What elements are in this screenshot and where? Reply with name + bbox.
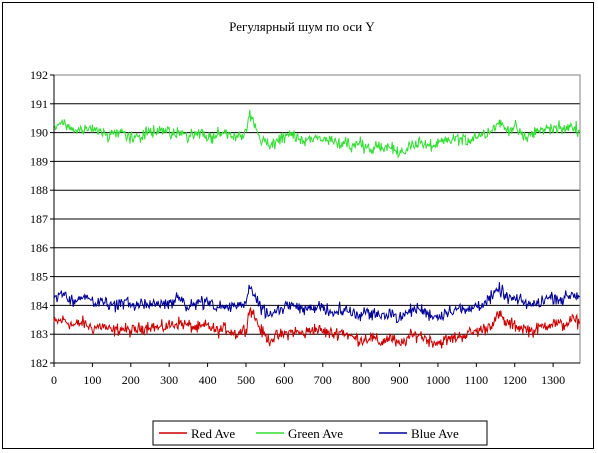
- series-layer: [53, 109, 581, 349]
- y-tick-label: 189: [30, 154, 48, 168]
- x-tick-label: 400: [199, 373, 217, 387]
- chart-title: Регулярный шум по оси Y: [229, 19, 375, 34]
- x-tick-label: 1300: [541, 373, 565, 387]
- y-tick-label: 190: [30, 126, 48, 140]
- y-tick-label: 187: [30, 212, 48, 226]
- x-tick-label: 900: [391, 373, 409, 387]
- x-tick-label: 0: [51, 373, 57, 387]
- x-tick-label: 100: [83, 373, 101, 387]
- y-tick-label: 185: [30, 270, 48, 284]
- legend-label: Red Ave: [191, 426, 235, 441]
- x-tick-label: 1200: [503, 373, 527, 387]
- series-line-blue-ave: [53, 282, 581, 324]
- y-tick-label: 183: [30, 327, 48, 341]
- chart-frame: Регулярный шум по оси Y 182 183 184 185 186 1…: [2, 2, 594, 449]
- series-line-green-ave: [53, 109, 581, 159]
- gridlines: [54, 74, 580, 364]
- x-axis: 0 100 200 300 400 500 600 700 800 900 1000 1100 1200…: [51, 362, 580, 387]
- y-tick-label: 188: [30, 183, 48, 197]
- x-tick-label: 800: [352, 373, 370, 387]
- y-tick-label: 184: [30, 298, 48, 312]
- y-axis: 182 183 184 185 186 187 188 189 190 191 192: [30, 68, 55, 370]
- series-line-red-ave: [53, 307, 581, 349]
- x-tick-label: 200: [122, 373, 140, 387]
- line-chart: Регулярный шум по оси Y 1821831841851861…: [30, 19, 581, 446]
- x-tick-label: 500: [237, 373, 255, 387]
- x-tick-label: 1000: [426, 373, 450, 387]
- y-tick-label: 186: [30, 241, 48, 255]
- y-tick-label: 182: [30, 356, 48, 370]
- y-tick-label: 192: [30, 68, 48, 82]
- x-tick-label: 600: [275, 373, 293, 387]
- legend-label: Blue Ave: [411, 426, 459, 441]
- legend-label: Green Ave: [288, 426, 343, 441]
- x-tick-label: 700: [314, 373, 332, 387]
- x-tick-label: 1100: [465, 373, 489, 387]
- legend-box: [152, 420, 488, 446]
- y-tick-label: 191: [30, 97, 48, 111]
- x-tick-label: 300: [160, 373, 178, 387]
- legend: Red Ave Green Ave Blue Ave: [152, 420, 488, 446]
